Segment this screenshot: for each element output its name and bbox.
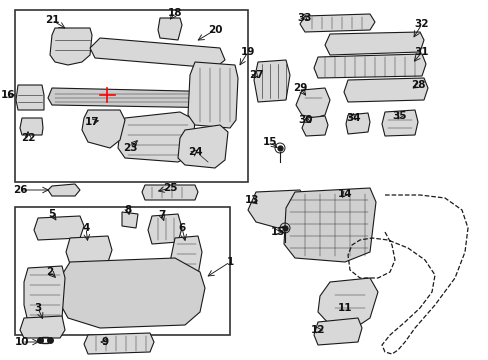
Text: 26: 26 (13, 185, 27, 195)
Polygon shape (50, 28, 92, 65)
Text: 24: 24 (187, 147, 202, 157)
Polygon shape (140, 270, 177, 288)
Polygon shape (343, 78, 427, 102)
Text: 1: 1 (226, 257, 233, 267)
Text: 8: 8 (124, 205, 131, 215)
Text: 29: 29 (292, 83, 306, 93)
Text: 16: 16 (1, 90, 15, 100)
Polygon shape (302, 116, 327, 136)
Text: 19: 19 (240, 47, 255, 57)
Polygon shape (118, 112, 195, 162)
Text: 17: 17 (84, 117, 99, 127)
Polygon shape (158, 18, 182, 40)
Text: 9: 9 (101, 337, 108, 347)
Polygon shape (178, 125, 227, 168)
Text: 20: 20 (207, 25, 222, 35)
Text: 27: 27 (248, 70, 263, 80)
Polygon shape (346, 113, 369, 134)
Text: 33: 33 (297, 13, 312, 23)
Text: 14: 14 (337, 189, 351, 199)
Polygon shape (122, 212, 138, 228)
Text: 15: 15 (270, 227, 285, 237)
Bar (15, 10, 247, 182)
Polygon shape (381, 110, 417, 136)
Text: 7: 7 (158, 210, 165, 220)
Polygon shape (295, 88, 329, 118)
Text: 4: 4 (82, 223, 89, 233)
Polygon shape (84, 333, 154, 354)
Polygon shape (90, 38, 224, 68)
Text: 11: 11 (337, 303, 351, 313)
Polygon shape (313, 54, 425, 78)
Polygon shape (58, 258, 204, 328)
Polygon shape (34, 216, 84, 240)
Text: 22: 22 (20, 133, 35, 143)
Polygon shape (299, 14, 374, 32)
Polygon shape (317, 278, 377, 328)
Polygon shape (90, 276, 132, 298)
Text: 2: 2 (46, 267, 54, 277)
Text: 18: 18 (167, 8, 182, 18)
Text: 21: 21 (45, 15, 59, 25)
Text: 23: 23 (122, 143, 137, 153)
Polygon shape (325, 32, 423, 55)
Polygon shape (82, 110, 125, 148)
Polygon shape (24, 266, 65, 322)
Text: 32: 32 (414, 19, 428, 29)
Polygon shape (16, 85, 44, 110)
Text: 6: 6 (178, 223, 185, 233)
Text: 5: 5 (48, 209, 56, 219)
Polygon shape (48, 88, 231, 108)
Polygon shape (20, 118, 43, 135)
Polygon shape (66, 236, 112, 264)
Bar (15, 207, 229, 335)
Polygon shape (253, 60, 289, 102)
Polygon shape (142, 185, 198, 200)
Polygon shape (48, 184, 80, 196)
Text: 15: 15 (262, 137, 277, 147)
Polygon shape (170, 236, 202, 278)
Text: 31: 31 (414, 47, 428, 57)
Text: 28: 28 (410, 80, 425, 90)
Text: 13: 13 (244, 195, 259, 205)
Text: 35: 35 (392, 111, 407, 121)
Polygon shape (20, 316, 65, 338)
Polygon shape (247, 190, 305, 228)
Polygon shape (148, 214, 182, 244)
Text: 25: 25 (163, 183, 177, 193)
Text: 3: 3 (34, 303, 41, 313)
Polygon shape (284, 188, 375, 262)
Polygon shape (187, 62, 238, 128)
Text: 30: 30 (298, 115, 313, 125)
Text: 12: 12 (310, 325, 325, 335)
Text: 10: 10 (15, 337, 29, 347)
Polygon shape (313, 318, 361, 345)
Text: 34: 34 (346, 113, 361, 123)
